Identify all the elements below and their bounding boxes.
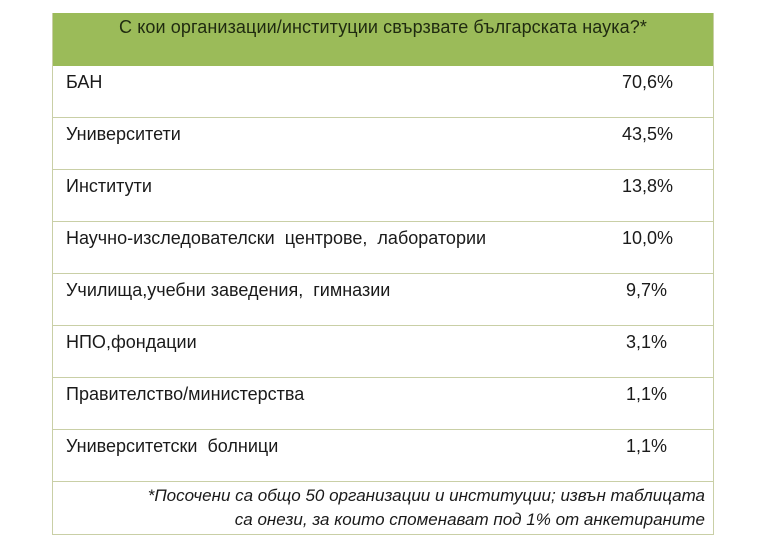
row-value: 13,8%	[621, 176, 673, 196]
row-value: 43,5%	[621, 124, 673, 144]
row-value: 3,1%	[625, 332, 667, 352]
table-row: НПО,фондации 3,1%	[53, 326, 713, 378]
table-row: Институти 13,8%	[53, 170, 713, 222]
row-label: БАН	[66, 72, 103, 92]
row-label: Университетски болници	[66, 436, 279, 456]
row-label: Институти	[66, 176, 152, 196]
row-value: 10,0%	[621, 228, 673, 248]
row-value: 1,1%	[625, 436, 667, 456]
row-value: 9,7%	[625, 280, 667, 300]
table-footnote: *Посочени са общо 50 организации и инсти…	[53, 482, 713, 534]
table-row: Правителство/министерства 1,1%	[53, 378, 713, 430]
row-label: Университети	[66, 124, 181, 144]
footnote-line-2: са онези, за които споменават под 1% от …	[234, 510, 705, 529]
survey-table: С кои организации/институции свързвате б…	[52, 13, 714, 535]
table-row: Научно-изследователски центрове, лаборат…	[53, 222, 713, 274]
row-label: Училища,учебни заведения, гимназии	[66, 280, 391, 300]
table-row: Университети 43,5%	[53, 118, 713, 170]
table-row: БАН 70,6%	[53, 66, 713, 118]
table-title: С кои организации/институции свързвате б…	[119, 17, 647, 37]
table-row: Университетски болници 1,1%	[53, 430, 713, 482]
footnote-line-1: *Посочени са общо 50 организации и инсти…	[147, 486, 705, 505]
row-value: 70,6%	[621, 72, 673, 92]
table-row: Училища,учебни заведения, гимназии 9,7%	[53, 274, 713, 326]
table-header: С кои организации/институции свързвате б…	[53, 13, 713, 66]
row-label: Научно-изследователски центрове, лаборат…	[66, 228, 487, 248]
row-label: НПО,фондации	[66, 332, 197, 352]
row-value: 1,1%	[625, 384, 667, 404]
row-label: Правителство/министерства	[66, 384, 305, 404]
